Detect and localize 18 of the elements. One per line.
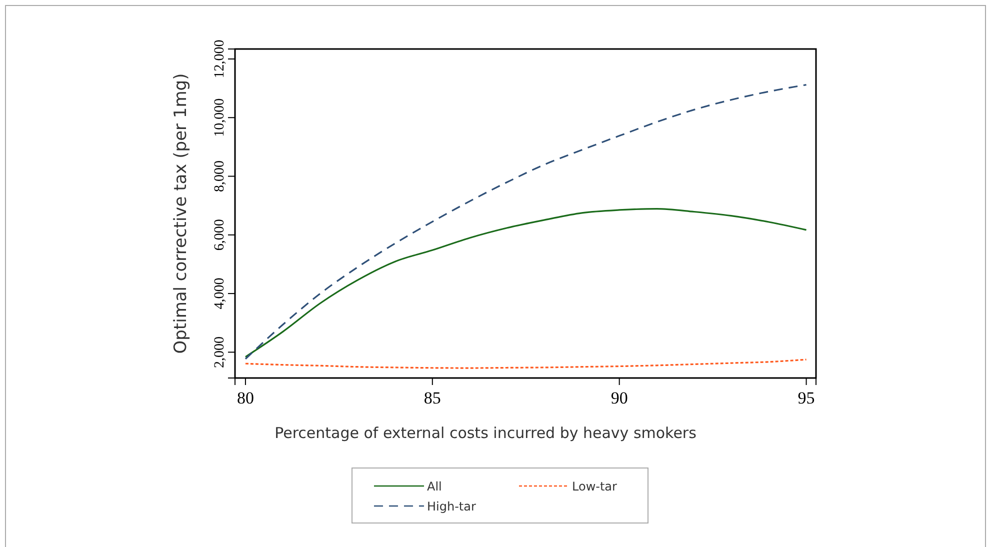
- y-axis-title: Optimal corrective tax (per 1mg): [171, 73, 191, 354]
- line-series: [244, 208, 808, 358]
- y-tick-label: 2,000: [212, 336, 228, 368]
- x-tick-label: 95: [798, 388, 815, 408]
- x-tick-label: 80: [236, 388, 254, 408]
- line-series: [244, 358, 808, 369]
- x-tick-label: 85: [424, 388, 441, 408]
- y-tick-label: 6,000: [212, 219, 228, 251]
- y-tick-label: 10,000: [212, 98, 228, 137]
- x-axis-title: Percentage of external costs incurred by heavy smokers: [274, 424, 697, 442]
- y-tick-label: 8,000: [212, 160, 228, 192]
- legend-label: Low-tar: [572, 480, 618, 494]
- y-tick-label: 12,000: [212, 40, 228, 78]
- x-tick-label: 90: [610, 388, 628, 408]
- legend-label: High-tar: [427, 500, 476, 514]
- y-tick-label: 4,000: [212, 278, 228, 310]
- line-series: [244, 84, 808, 360]
- legend-label: All: [427, 480, 442, 494]
